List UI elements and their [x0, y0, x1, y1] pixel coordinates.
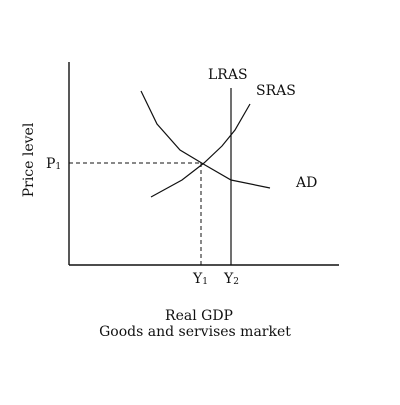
x-axis-caption-line1: Real GDP [165, 308, 233, 324]
p1-main: P [46, 156, 55, 172]
y2-sub: 2 [233, 277, 239, 287]
ad-curve [141, 91, 270, 188]
y-axis-label: Price level [21, 122, 37, 197]
y1-tick-label: Y1 [192, 271, 208, 287]
lras-label: LRAS [208, 67, 248, 83]
sras-curve [151, 104, 250, 197]
ad-label: AD [295, 175, 317, 191]
x-axis-caption-line2: Goods and servises market [99, 324, 291, 340]
sras-label: SRAS [256, 83, 296, 99]
y2-tick-label: Y2 [223, 271, 239, 287]
y1-sub: 1 [202, 277, 208, 287]
p1-tick-label: P1 [46, 156, 61, 172]
p1-sub: 1 [55, 162, 61, 172]
